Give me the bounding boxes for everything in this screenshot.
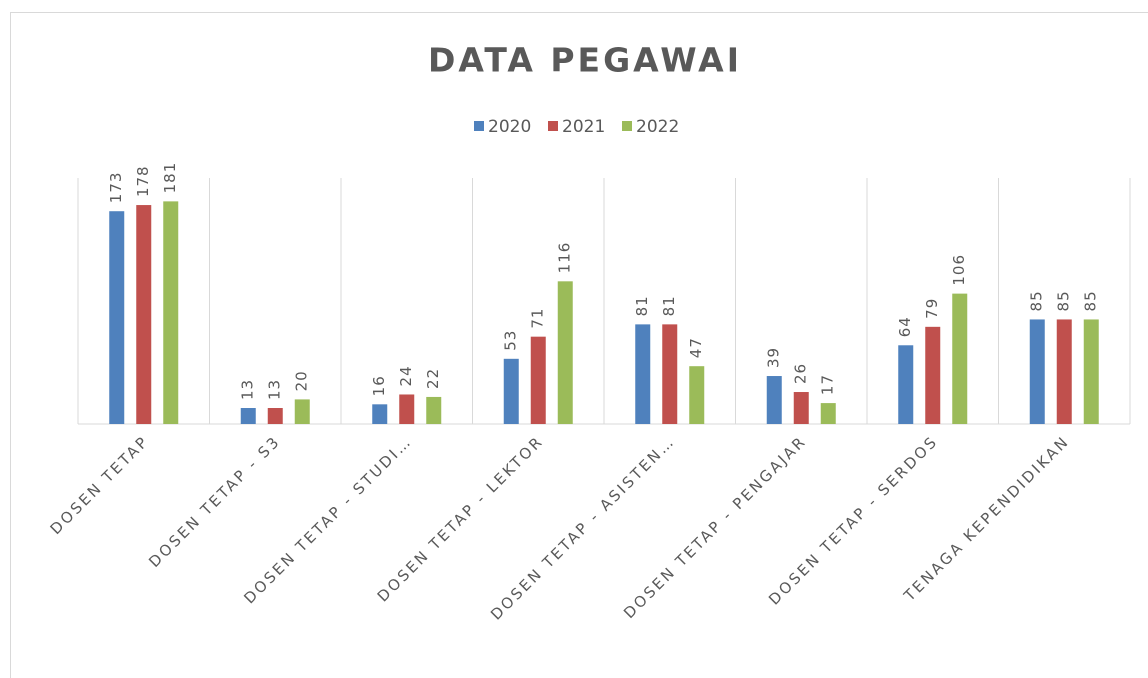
data-label: 22	[424, 368, 442, 389]
bar	[1083, 319, 1099, 424]
data-label: 47	[687, 337, 705, 358]
legend-swatch	[622, 121, 632, 131]
bar	[820, 403, 836, 424]
data-label: 53	[502, 330, 520, 351]
bar	[399, 394, 415, 424]
legend-label: 2021	[562, 117, 605, 137]
data-label: 39	[765, 347, 783, 368]
data-label: 85	[1055, 290, 1073, 311]
bar	[689, 366, 705, 424]
bar	[1056, 319, 1072, 424]
data-label: 20	[293, 370, 311, 391]
data-label: 85	[1028, 290, 1046, 311]
bar	[294, 399, 310, 424]
bar	[372, 404, 388, 424]
data-label: 79	[923, 298, 941, 319]
bar	[952, 293, 968, 424]
chart-title: DATA PEGAWAI	[428, 41, 742, 80]
data-label: 116	[556, 242, 574, 274]
legend-label: 2022	[636, 117, 679, 137]
bar	[557, 281, 573, 424]
chart-frame	[10, 12, 1148, 678]
data-label: 71	[529, 308, 547, 329]
legend-swatch	[474, 121, 484, 131]
bar	[109, 211, 125, 424]
bar	[267, 408, 283, 424]
bar	[635, 324, 651, 424]
bar	[163, 201, 179, 424]
legend-swatch	[548, 121, 558, 131]
bar	[925, 326, 941, 424]
bar	[662, 324, 678, 424]
bar	[530, 336, 546, 424]
data-label: 85	[1082, 290, 1100, 311]
bar	[426, 396, 442, 424]
data-label: 106	[950, 254, 968, 286]
data-label: 13	[239, 379, 257, 400]
bar	[766, 376, 782, 424]
bar	[1029, 319, 1045, 424]
data-label: 24	[397, 365, 415, 386]
data-label: 26	[792, 363, 810, 384]
bar	[898, 345, 914, 424]
data-label: 64	[896, 316, 914, 337]
data-label: 178	[134, 165, 152, 197]
data-label: 81	[660, 295, 678, 316]
data-label: 13	[266, 379, 284, 400]
bar	[240, 408, 256, 424]
data-label: 17	[819, 374, 837, 395]
data-label: 173	[107, 172, 125, 204]
data-label: 81	[633, 295, 651, 316]
bar	[503, 358, 519, 424]
bar	[136, 205, 152, 424]
legend-label: 2020	[488, 117, 531, 137]
bar	[793, 392, 809, 424]
data-label: 181	[161, 162, 179, 194]
data-label: 16	[370, 375, 388, 396]
